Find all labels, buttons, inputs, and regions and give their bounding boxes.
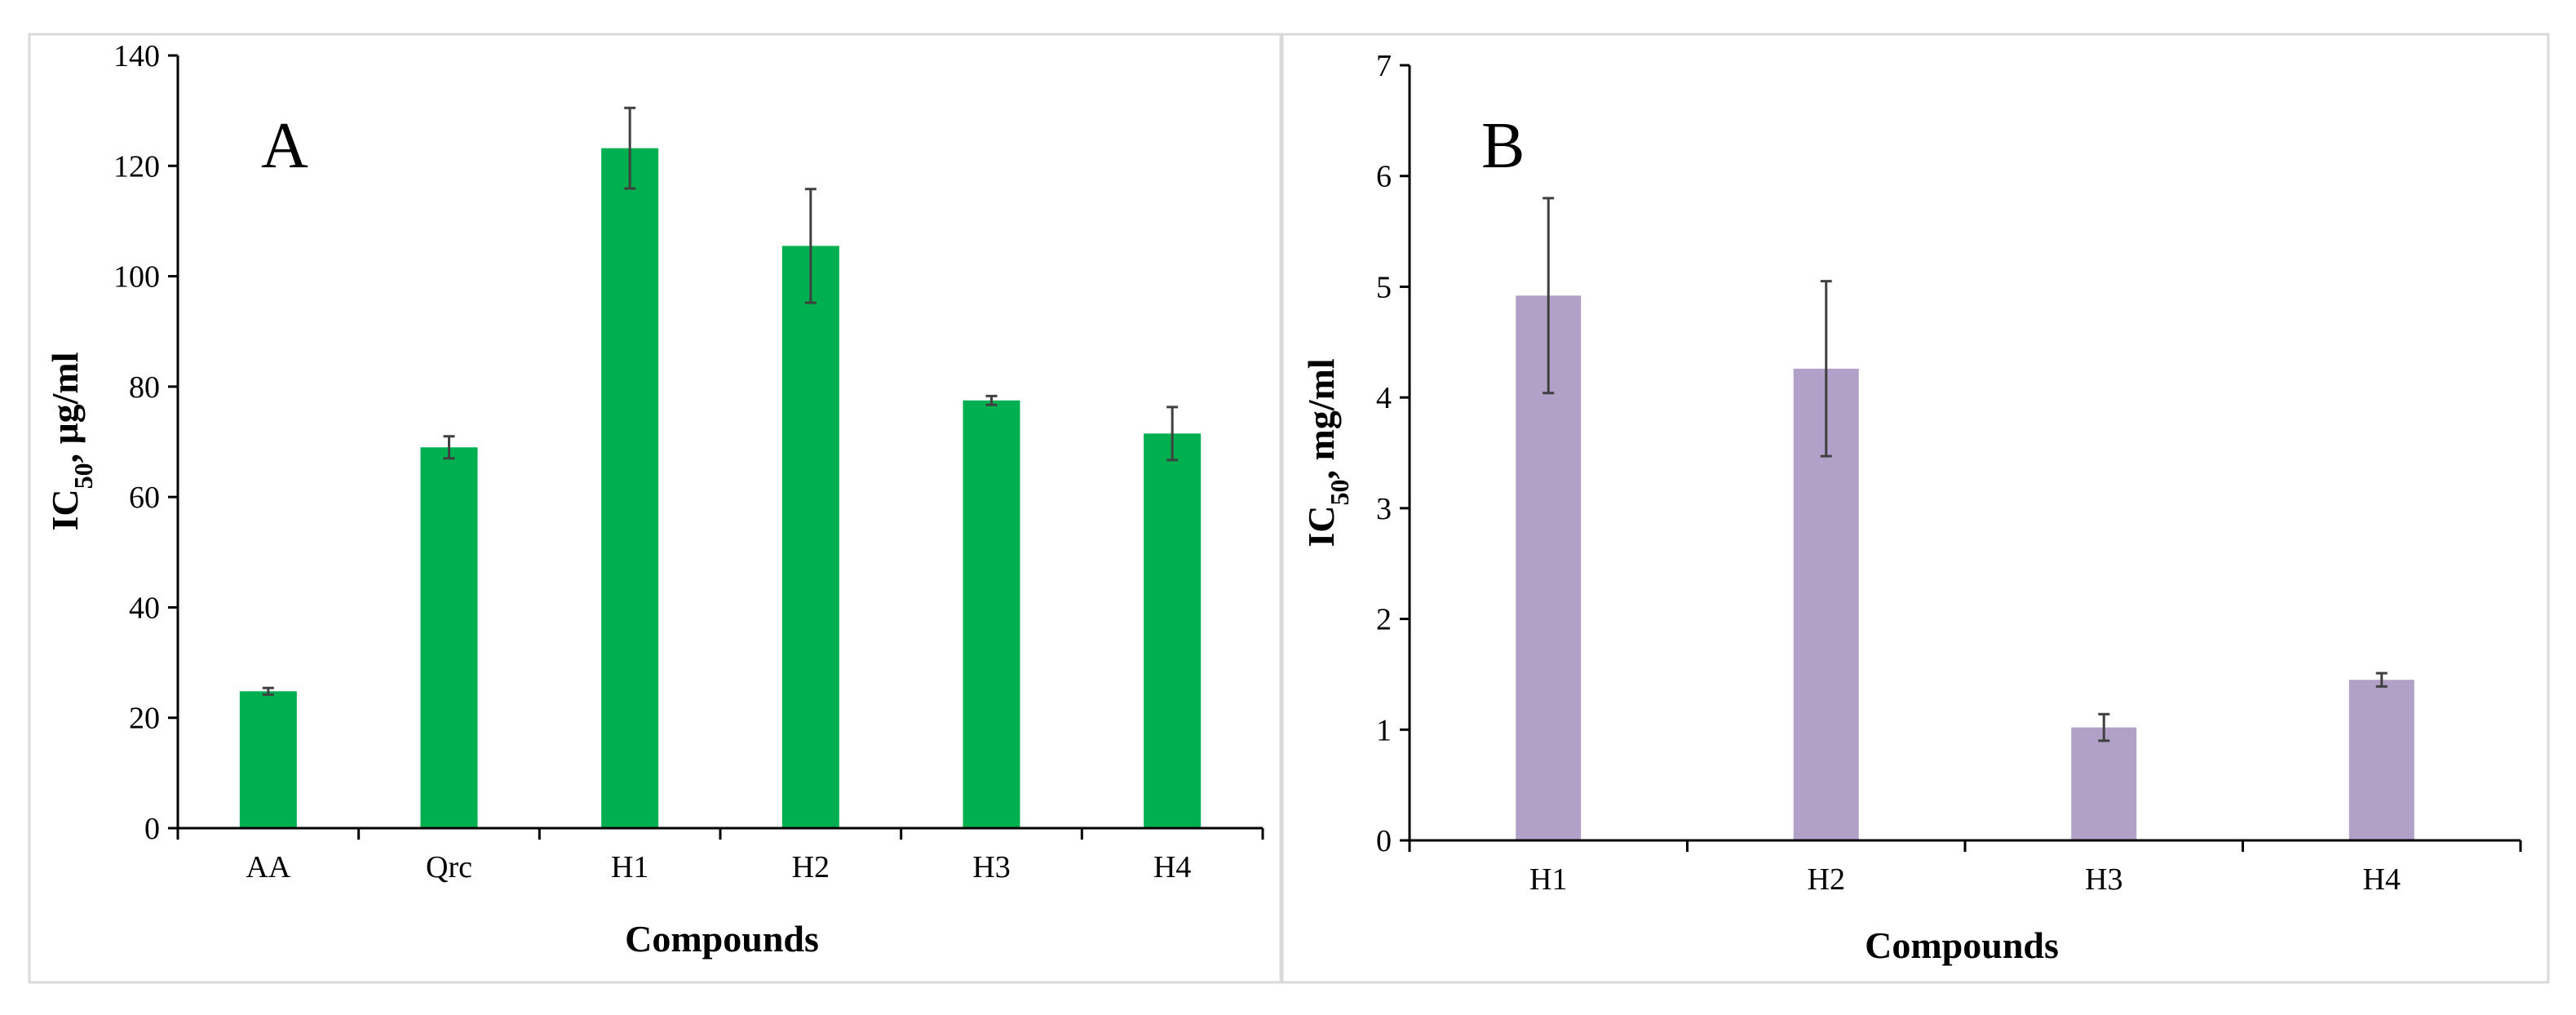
panel-a-error-bar-h1 [624,106,636,190]
panel-b-y-ticks: 0 1 2 3 4 5 6 7 [1376,49,2522,858]
panel-b-error-bar-h3 [2098,712,2110,742]
panel-a-error-bar-h3 [985,394,998,406]
panel-a-y-tick-label: 140 [113,39,160,73]
panel-b-y-tick-label: 3 [1376,492,1392,526]
panel-a-error-bar-qrc [443,435,455,460]
panel-a-frame [28,33,1282,984]
panel-b-error-bar-h2 [1820,280,1832,458]
panel-b-y-tick-label: 2 [1376,603,1392,637]
panel-a-x-tick-labels: AA Qrc H1 H2 H3 H4 [246,850,1191,884]
panel-a-x-tick-label: H2 [792,850,830,884]
panel-b-y-tick-label: 7 [1376,49,1392,83]
panel-a-bars [239,148,1202,829]
panel-a-letter: A [261,110,308,182]
panel-a-bar-h3 [963,400,1020,829]
panel-a-y-tick-label: 100 [113,260,160,295]
panel-b-bar-h3 [2071,727,2137,840]
panel-a-y-tick-label: 120 [113,149,160,184]
panel-b-error-bars [1543,197,2388,742]
panel-b-y-tick-label: 0 [1376,824,1392,858]
panel-b-y-title-sub: 50 [1325,480,1354,506]
panel-a-y-ticks: 0 20 40 60 80 100 120 140 [113,39,1264,846]
panel-a-error-bars [262,106,1179,696]
panel-b-error-bar-h4 [2375,671,2388,688]
panel-a-y-tick-label: 20 [129,702,160,736]
panel-b-x-tick-label: H3 [2085,862,2122,897]
panel-a-bar-h4 [1144,433,1202,828]
panel-b-x-axis-title: Compounds [1865,924,2059,966]
panel-a-y-title-rest: , μg/ml [44,352,86,463]
panel-a-bar-aa [239,691,297,828]
panel-b-bars [1516,295,2414,840]
panel-a-x-tick-label: H1 [611,850,648,884]
panel-a-bar-qrc [420,447,478,828]
panel-b-x-tick-label: H1 [1529,862,1567,897]
panel-a-x-tick-label: H4 [1153,850,1191,884]
panel-b: B 0 1 2 3 4 5 6 7 H1 H2 H3 H4 Compounds IC50, mg/m… [1281,33,2550,984]
panel-b-error-bar-h1 [1543,197,1555,395]
panel-a-y-tick-label: 40 [129,591,160,625]
panel-b-y-axis-title: IC50, mg/ml [1300,358,1354,547]
panel-b-x-tick-label: H4 [2363,862,2401,897]
panel-a-x-tick-label: Qrc [426,850,472,884]
panel-b-y-tick-label: 4 [1376,381,1392,415]
panel-a-error-bar-h4 [1166,406,1179,462]
panel-b-x-tick-label: H2 [1808,862,1845,897]
panel-b-letter: B [1481,110,1525,182]
panel-a-y-tick-label: 80 [129,370,160,405]
panel-b-y-title-main: IC [1300,506,1342,547]
panel-b-frame [1281,33,2550,984]
panel-b-x-tick-labels: H1 H2 H3 H4 [1529,862,2401,897]
panel-a-error-bar-aa [262,686,274,696]
panel-a-y-axis-title: IC50, μg/ml [44,352,98,530]
panel-a: A 0 20 40 60 80 100 120 140 AA Qrc H1 H2 H3 H4 Compo… [28,33,1282,984]
panel-a-y-title-sub: 50 [69,463,98,489]
panel-a-bar-h1 [601,148,659,828]
panel-b-y-tick-label: 6 [1376,160,1392,194]
panel-a-x-axis-title: Compounds [625,918,819,960]
panel-a-bar-h2 [781,246,839,828]
panel-b-y-tick-label: 1 [1376,713,1392,747]
panel-a-error-bar-h2 [804,188,817,304]
panel-b-bar-h4 [2348,680,2414,840]
panel-a-y-tick-label: 0 [144,812,160,846]
panel-b-y-title-rest: , mg/ml [1300,358,1342,479]
panel-a-y-title-main: IC [44,489,86,530]
panel-a-x-tick-label: AA [246,850,290,884]
panel-a-x-tick-label: H3 [972,850,1010,884]
panel-a-y-tick-label: 60 [129,481,160,515]
panel-b-y-tick-label: 5 [1376,270,1392,304]
